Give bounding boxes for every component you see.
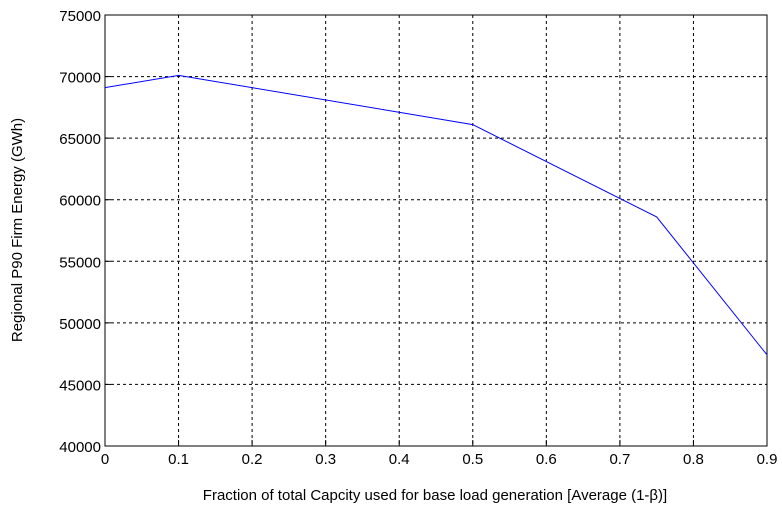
plot-area [105,15,767,446]
y-tick-label: 50000 [59,316,101,333]
y-tick-label: 60000 [59,193,101,210]
x-tick-label: 0.7 [609,451,630,468]
x-tick-label: 0.1 [168,451,189,468]
y-tick-label: 45000 [59,377,101,394]
x-tick-label: 0 [101,451,109,468]
data-line [104,74,768,356]
x-tick-label: 0.5 [462,451,483,468]
x-tick-label: 0.3 [315,451,336,468]
x-tick-label: 0.4 [389,451,410,468]
x-tick-label: 0.6 [536,451,557,468]
y-axis-label: Regional P90 Firm Energy (GWh) [9,118,26,342]
x-tick-label: 0.2 [242,451,263,468]
axes-box [104,14,768,447]
y-tick-label: 70000 [59,70,101,87]
x-tick-label: 0.9 [757,451,778,468]
y-tick-label: 40000 [59,439,101,456]
y-tick-label: 65000 [59,131,101,148]
x-axis-label: Fraction of total Capcity used for base … [203,487,667,504]
y-tick-label: 75000 [59,8,101,25]
y-tick-label: 55000 [59,254,101,271]
x-tick-label: 0.8 [683,451,704,468]
